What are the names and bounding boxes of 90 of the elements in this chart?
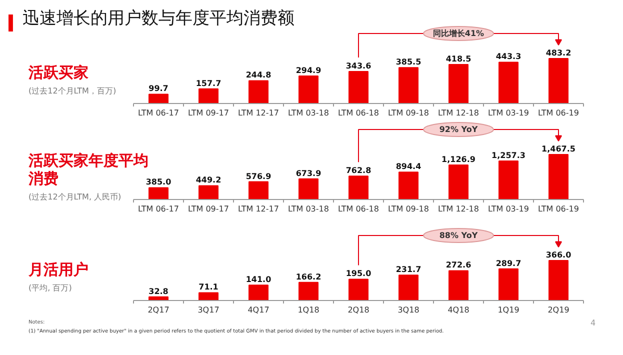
data-label: 289.7 bbox=[496, 258, 522, 268]
x-tick-label: LTM 06-19 bbox=[538, 204, 579, 214]
x-tick-label: LTM 12-18 bbox=[438, 204, 479, 214]
data-label: 294.9 bbox=[296, 66, 322, 76]
data-label: 195.0 bbox=[346, 269, 372, 278]
data-label: 385.5 bbox=[396, 58, 422, 67]
bar bbox=[198, 88, 218, 104]
data-label: 1,126.9 bbox=[442, 154, 476, 164]
data-label: 157.7 bbox=[196, 78, 222, 88]
data-label: 343.6 bbox=[346, 62, 372, 70]
x-tick-label: LTM 06-17 bbox=[138, 204, 179, 214]
x-tick-label: 1Q18 bbox=[298, 306, 320, 314]
x-tick-label: 2Q19 bbox=[548, 306, 570, 314]
bar bbox=[248, 181, 268, 200]
data-label: 272.6 bbox=[446, 260, 472, 270]
data-label: 166.2 bbox=[296, 272, 322, 282]
bar bbox=[198, 292, 218, 301]
bar bbox=[398, 172, 418, 200]
x-tick-label: LTM 06-18 bbox=[338, 204, 379, 214]
bar bbox=[448, 164, 468, 200]
x-tick-label: LTM 12-17 bbox=[238, 204, 279, 214]
bar bbox=[548, 58, 568, 104]
x-tick-label: LTM 03-18 bbox=[288, 108, 329, 118]
x-tick-label: 3Q17 bbox=[198, 306, 220, 314]
text: 4 bbox=[590, 318, 596, 328]
x-tick-label: LTM 06-17 bbox=[138, 108, 179, 118]
x-tick-label: LTM 06-19 bbox=[538, 108, 579, 118]
data-label: 366.0 bbox=[546, 250, 572, 260]
x-tick-label: 2Q18 bbox=[348, 306, 370, 314]
data-label: 32.8 bbox=[148, 286, 169, 296]
bar bbox=[298, 282, 318, 301]
data-label: 231.7 bbox=[396, 265, 422, 274]
bar bbox=[448, 270, 468, 301]
data-label: 99.7 bbox=[148, 84, 168, 94]
bar bbox=[398, 274, 418, 301]
bar bbox=[248, 284, 268, 301]
bar bbox=[498, 160, 518, 200]
x-tick-label: LTM 12-17 bbox=[238, 108, 279, 118]
x-tick-label: LTM 09-18 bbox=[388, 204, 429, 214]
x-tick-label: LTM 09-17 bbox=[188, 204, 229, 214]
data-label: 1,467.5 bbox=[542, 144, 576, 154]
bar bbox=[298, 76, 318, 104]
text: (过去12个月LTM, 人民币) bbox=[28, 192, 122, 202]
data-label: 71.1 bbox=[198, 282, 219, 292]
bar bbox=[148, 187, 168, 200]
bar bbox=[498, 62, 518, 104]
data-label: 141.0 bbox=[246, 275, 272, 284]
x-tick-label: LTM 12-18 bbox=[438, 108, 479, 118]
bar bbox=[348, 71, 368, 104]
bar bbox=[198, 185, 218, 200]
chart-title: 迅速增长的用户数与年度平均消费额 bbox=[22, 8, 294, 28]
x-tick-label: LTM 09-18 bbox=[388, 108, 429, 118]
text: 92% YoY bbox=[439, 125, 478, 134]
bar bbox=[398, 67, 418, 104]
bar bbox=[348, 176, 368, 200]
text: (过去12个月LTM，百万) bbox=[28, 86, 116, 96]
x-tick-label: LTM 03-19 bbox=[488, 108, 529, 118]
x-tick-label: 3Q18 bbox=[398, 306, 420, 314]
data-label: 894.4 bbox=[396, 162, 422, 172]
data-label: 443.3 bbox=[496, 52, 522, 62]
text: 88% YoY bbox=[439, 231, 478, 240]
x-tick-label: 4Q17 bbox=[248, 306, 270, 314]
bar bbox=[348, 278, 368, 301]
data-label: 673.9 bbox=[296, 168, 322, 178]
bar bbox=[148, 94, 168, 104]
y-axis-title: 活跃买家 bbox=[28, 64, 88, 82]
bar bbox=[548, 154, 568, 200]
x-tick-label: 4Q18 bbox=[448, 306, 470, 314]
x-tick-label: 1Q19 bbox=[498, 306, 520, 314]
data-label: 483.2 bbox=[546, 48, 572, 58]
data-label: 576.9 bbox=[246, 172, 272, 181]
bar bbox=[298, 178, 318, 200]
x-tick-label: LTM 09-17 bbox=[188, 108, 229, 118]
x-tick-label: LTM 03-18 bbox=[288, 204, 329, 214]
data-label: 449.2 bbox=[196, 176, 222, 185]
x-tick-label: 2Q17 bbox=[148, 306, 170, 314]
bar bbox=[448, 64, 468, 104]
data-label: 385.0 bbox=[146, 178, 172, 187]
x-tick-label: LTM 06-18 bbox=[338, 108, 379, 118]
text: 同比增长41% bbox=[432, 29, 484, 38]
data-label: 418.5 bbox=[446, 54, 472, 64]
bar bbox=[248, 80, 268, 104]
y-axis-title: 月活用户 bbox=[28, 260, 88, 278]
text: (平均, 百万) bbox=[28, 284, 72, 292]
x-tick-label: LTM 03-19 bbox=[488, 204, 529, 214]
data-label: 1,257.3 bbox=[492, 150, 526, 160]
data-label: 762.8 bbox=[346, 166, 372, 176]
bar bbox=[548, 260, 568, 301]
bar bbox=[498, 268, 518, 301]
data-label: 244.8 bbox=[246, 70, 272, 80]
